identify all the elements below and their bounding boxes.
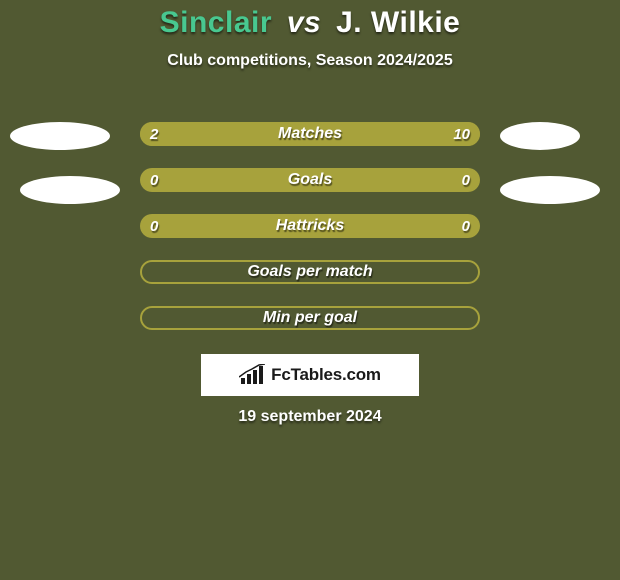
subtitle: Club competitions, Season 2024/2025 [0,52,620,70]
vs-label: vs [281,6,327,39]
stat-bar-right-fill [197,122,480,146]
stat-bar-row: 0 0Goals [140,168,480,192]
stat-bar-row: Goals per match [140,260,480,284]
stat-bar-label: Hattricks [140,214,480,238]
stat-bar-left-value: 0 [150,168,158,192]
comparison-bars: 210Matches00Goals00HattricksGoals per ma… [140,122,480,352]
brand-logo-text: FcTables.com [271,365,381,385]
player1-name: Sinclair [160,6,272,39]
page-title: Sinclair vs J. Wilkie [0,0,620,40]
player2-badge-placeholder-1 [500,122,580,150]
stat-bar-left-fill [140,122,197,146]
brand-logo: FcTables.com [201,354,419,396]
stat-bar-label: Goals per match [142,262,478,282]
stat-bar-row: 210Matches [140,122,480,146]
player2-badge-placeholder-2 [500,176,600,204]
player2-name: J. Wilkie [336,6,460,39]
stat-bar-row: 0 0Hattricks [140,214,480,238]
comparison-infographic: Sinclair vs J. Wilkie Club competitions,… [0,0,620,580]
player1-badge-placeholder-2 [20,176,120,204]
player1-badge-placeholder-1 [10,122,110,150]
stat-bar-right-value: 0 [462,168,470,192]
stat-bar-label: Goals [140,168,480,192]
stat-bar-label: Min per goal [142,308,478,328]
date-label: 19 september 2024 [0,408,620,426]
stat-bar-left-value: 0 [150,214,158,238]
stat-bar-row: Min per goal [140,306,480,330]
stat-bar-right-value: 0 [462,214,470,238]
bar-chart-icon [239,364,265,386]
